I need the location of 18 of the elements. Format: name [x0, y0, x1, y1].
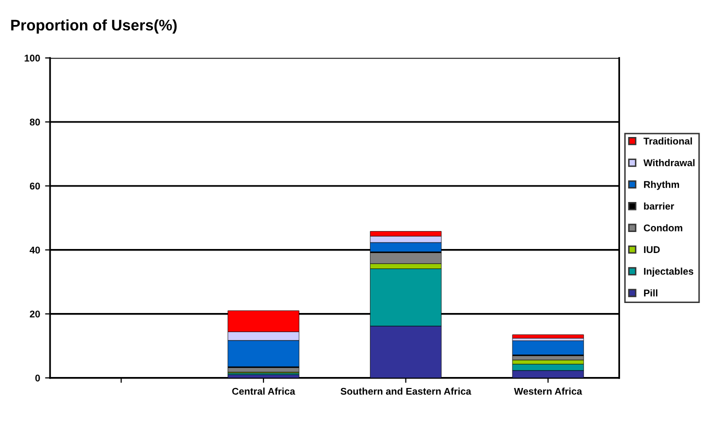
- y-tick-label: 20: [30, 310, 40, 318]
- legend-label: barrier: [644, 202, 674, 210]
- legend-label: Withdrawal: [643, 159, 695, 166]
- x-tick-label: Southern and Eastern Africa: [340, 388, 472, 395]
- y-tick-label: 40: [30, 246, 40, 254]
- legend-label: Injectables: [644, 268, 694, 277]
- y-tick-label: 100: [24, 54, 40, 62]
- legend-label: Rhythm: [644, 180, 680, 190]
- y-tick-label: 80: [30, 118, 40, 126]
- x-tick-label: Central Africa: [232, 388, 296, 395]
- legend-label: Condom: [644, 224, 682, 232]
- legend-label: Traditional: [644, 137, 692, 145]
- y-tick-label: 0: [35, 374, 40, 382]
- legend-label: IUD: [644, 246, 660, 254]
- x-tick-label: Western Africa: [514, 388, 582, 395]
- legend-label: Pill: [644, 289, 658, 296]
- chart-title: Proportion of Users(%): [11, 19, 177, 34]
- y-tick-label: 60: [30, 182, 40, 190]
